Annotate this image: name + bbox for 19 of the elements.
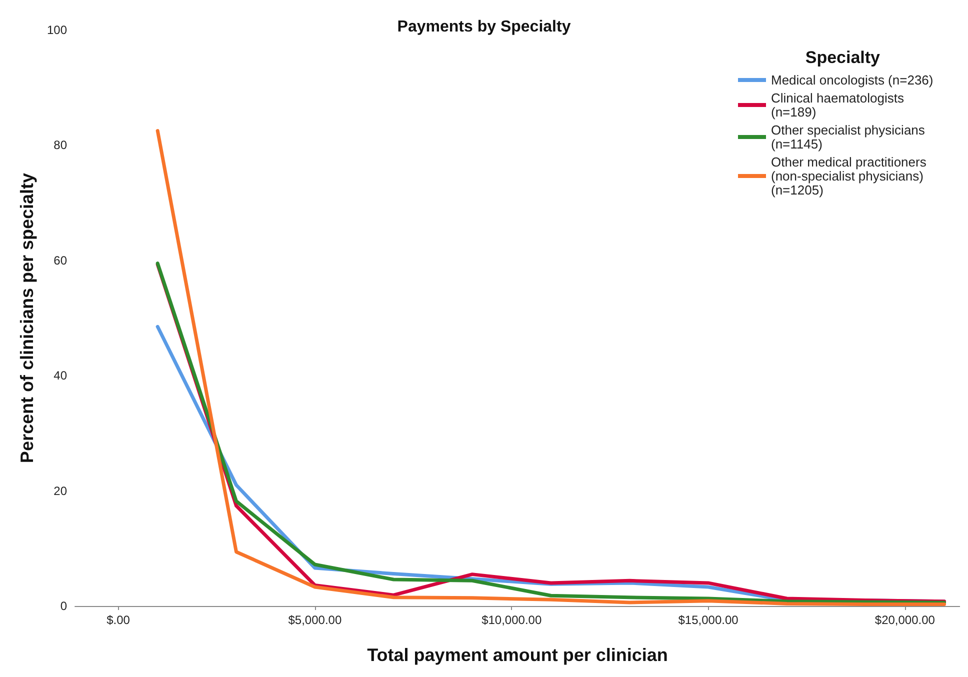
x-axis-title: Total payment amount per clinician xyxy=(367,645,668,665)
chart-title: Payments by Specialty xyxy=(397,18,571,36)
y-tick-label: 100 xyxy=(46,23,68,37)
legend-title: Specialty xyxy=(805,48,881,67)
y-tick-label: 60 xyxy=(54,253,68,268)
y-axis-title: Percent of clinicians per specialty xyxy=(17,172,38,464)
legend-label: Other specialist physicians (n=1145) xyxy=(771,122,929,152)
y-tick-label: 40 xyxy=(54,368,68,383)
legend-label: Clinical haematologists (n=189) xyxy=(771,90,908,120)
y-tick-label: 0 xyxy=(60,599,68,613)
x-tick-label: $.00 xyxy=(106,613,130,627)
x-tick-label: $20,000.00 xyxy=(874,613,936,627)
legend-label: Medical oncologists (n=236) xyxy=(771,72,934,88)
y-tick-label: 80 xyxy=(54,138,68,152)
x-tick-label: $10,000.00 xyxy=(482,613,542,627)
legend-label: Other medical practitioners (non-specialist physicians) (n=1205) xyxy=(771,154,930,198)
x-tick-label: $15,000.00 xyxy=(678,613,739,627)
x-tick-label: $5,000.00 xyxy=(288,613,342,627)
y-tick-label: 20 xyxy=(54,484,68,498)
